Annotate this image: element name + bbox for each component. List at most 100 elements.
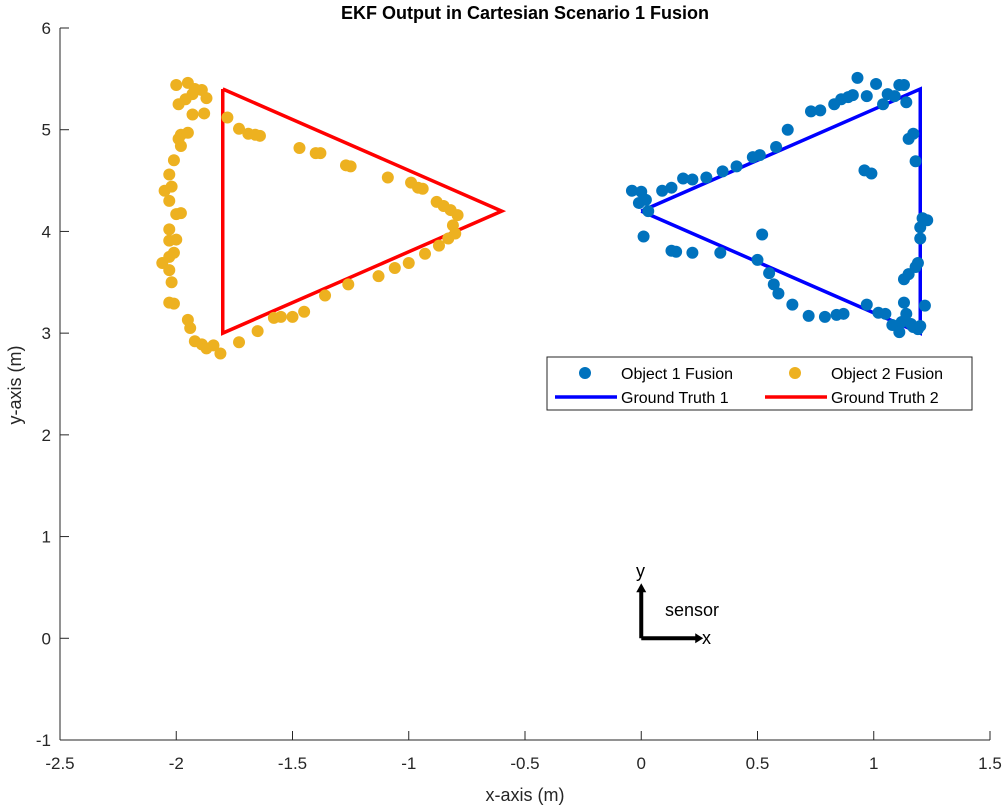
object-1-fusion-points: [625, 71, 934, 339]
y-tick-label: 1: [42, 528, 51, 547]
legend-box: [546, 356, 973, 411]
object-1-fusion-point: [714, 246, 727, 259]
object-2-fusion-point: [298, 305, 311, 318]
object-2-fusion-point: [163, 194, 176, 207]
object-2-fusion-point: [221, 111, 234, 124]
object-2-fusion-point: [186, 108, 199, 121]
object-1-fusion-point: [625, 184, 638, 197]
object-1-fusion-point: [893, 326, 906, 339]
object-1-fusion-point: [900, 307, 913, 320]
y-axis-label: y-axis (m): [5, 346, 25, 425]
object-2-fusion-point: [432, 239, 445, 252]
y-tick-label: -1: [36, 731, 51, 750]
legend-label-object-2-fusion: Object 2 Fusion: [831, 366, 943, 383]
object-1-fusion-point: [802, 309, 815, 322]
sensor-annotation: sensor x y: [636, 561, 719, 648]
object-1-fusion-point: [632, 196, 645, 209]
y-tick-label: 2: [42, 426, 51, 445]
x-axis-ticks: -2.5 -2 -1.5 -1 -0.5 0 0.5 1 1.5: [45, 731, 1002, 773]
object-1-fusion-point: [756, 228, 769, 241]
x-tick-label: 1: [869, 754, 878, 773]
object-2-fusion-point: [251, 325, 264, 338]
object-2-fusion-point: [430, 195, 443, 208]
object-1-fusion-point: [900, 96, 913, 109]
object-1-fusion-point: [751, 253, 764, 266]
x-tick-label: -1: [401, 754, 416, 773]
object-1-fusion-point: [911, 256, 924, 269]
object-1-fusion-point: [914, 320, 927, 333]
object-1-fusion-point: [670, 245, 683, 258]
chart-title: EKF Output in Cartesian Scenario 1 Fusio…: [341, 3, 709, 23]
object-1-fusion-point: [860, 298, 873, 311]
object-2-fusion-point: [405, 176, 418, 189]
object-1-fusion-point: [870, 77, 883, 90]
object-1-fusion-point: [656, 184, 669, 197]
legend-marker-object-1-fusion: [579, 367, 591, 379]
object-2-fusion-point: [388, 262, 401, 275]
object-2-fusion-point: [172, 98, 185, 111]
object-2-fusion-point: [207, 339, 220, 352]
object-1-fusion-point: [786, 298, 799, 311]
object-1-fusion-point: [686, 173, 699, 186]
object-1-fusion-point: [772, 287, 785, 300]
object-2-fusion-point: [163, 264, 176, 277]
object-1-fusion-point: [865, 167, 878, 180]
object-1-fusion-point: [888, 90, 901, 103]
object-2-fusion-point: [372, 270, 385, 283]
object-1-fusion-point: [907, 127, 920, 140]
object-2-fusion-point: [293, 142, 306, 155]
sensor-label: sensor: [665, 600, 719, 620]
legend-label-ground-truth-1: Ground Truth 1: [621, 390, 729, 407]
object-2-fusion-point: [167, 297, 180, 310]
object-1-fusion-point: [879, 307, 892, 320]
object-2-fusion-point: [163, 234, 176, 247]
object-2-fusion-point: [200, 92, 213, 105]
object-1-fusion-point: [763, 267, 776, 280]
object-2-fusion-point: [158, 184, 171, 197]
object-1-fusion-point: [637, 230, 650, 243]
object-1-fusion-point: [897, 296, 910, 309]
object-2-fusion-point: [174, 139, 187, 152]
x-tick-label: -1.5: [278, 754, 307, 773]
object-1-fusion-point: [677, 172, 690, 185]
y-axis-ticks: -1 0 1 2 3 4 5 6: [36, 19, 69, 750]
object-1-fusion-point: [846, 89, 859, 102]
y-tick-label: 3: [42, 324, 51, 343]
object-2-fusion-point: [446, 219, 459, 232]
legend: Object 1 Fusion Object 2 Fusion Ground Tru…: [546, 356, 973, 411]
object-1-fusion-point: [860, 90, 873, 103]
object-2-fusion-point: [184, 322, 197, 335]
y-tick-label: 4: [42, 222, 51, 241]
x-tick-label: 1.5: [978, 754, 1002, 773]
x-tick-label: -0.5: [510, 754, 539, 773]
object-2-fusion-point: [309, 147, 322, 160]
legend-label-object-1-fusion: Object 1 Fusion: [621, 366, 733, 383]
object-1-fusion-point: [642, 205, 655, 218]
object-1-fusion-point: [914, 232, 927, 245]
object-1-fusion-point: [877, 98, 890, 111]
object-2-fusion-point: [339, 159, 352, 172]
y-tick-label: 6: [42, 19, 51, 38]
object-2-fusion-point: [170, 78, 183, 91]
object-2-fusion-point: [319, 289, 332, 302]
object-2-fusion-point: [165, 276, 178, 289]
object-1-fusion-point: [897, 78, 910, 91]
sensor-x-arrowhead: [695, 633, 704, 644]
object-2-fusion-point: [342, 278, 355, 291]
object-2-fusion-point: [163, 223, 176, 236]
object-1-fusion-point: [730, 160, 743, 173]
object-1-fusion-point: [814, 104, 827, 117]
object-2-fusion-point: [286, 310, 299, 323]
object-1-fusion-point: [770, 141, 783, 154]
object-1-fusion-point: [767, 278, 780, 291]
object-1-fusion-point: [837, 307, 850, 320]
x-tick-label: -2: [169, 754, 184, 773]
object-1-fusion-point: [851, 71, 864, 84]
object-1-fusion-point: [804, 105, 817, 118]
y-tick-label: 0: [42, 629, 51, 648]
object-2-fusion-point: [174, 207, 187, 220]
object-2-fusion-point: [381, 171, 394, 184]
object-2-fusion-point: [242, 127, 255, 140]
x-tick-label: -2.5: [45, 754, 74, 773]
object-2-fusion-points: [156, 76, 464, 360]
